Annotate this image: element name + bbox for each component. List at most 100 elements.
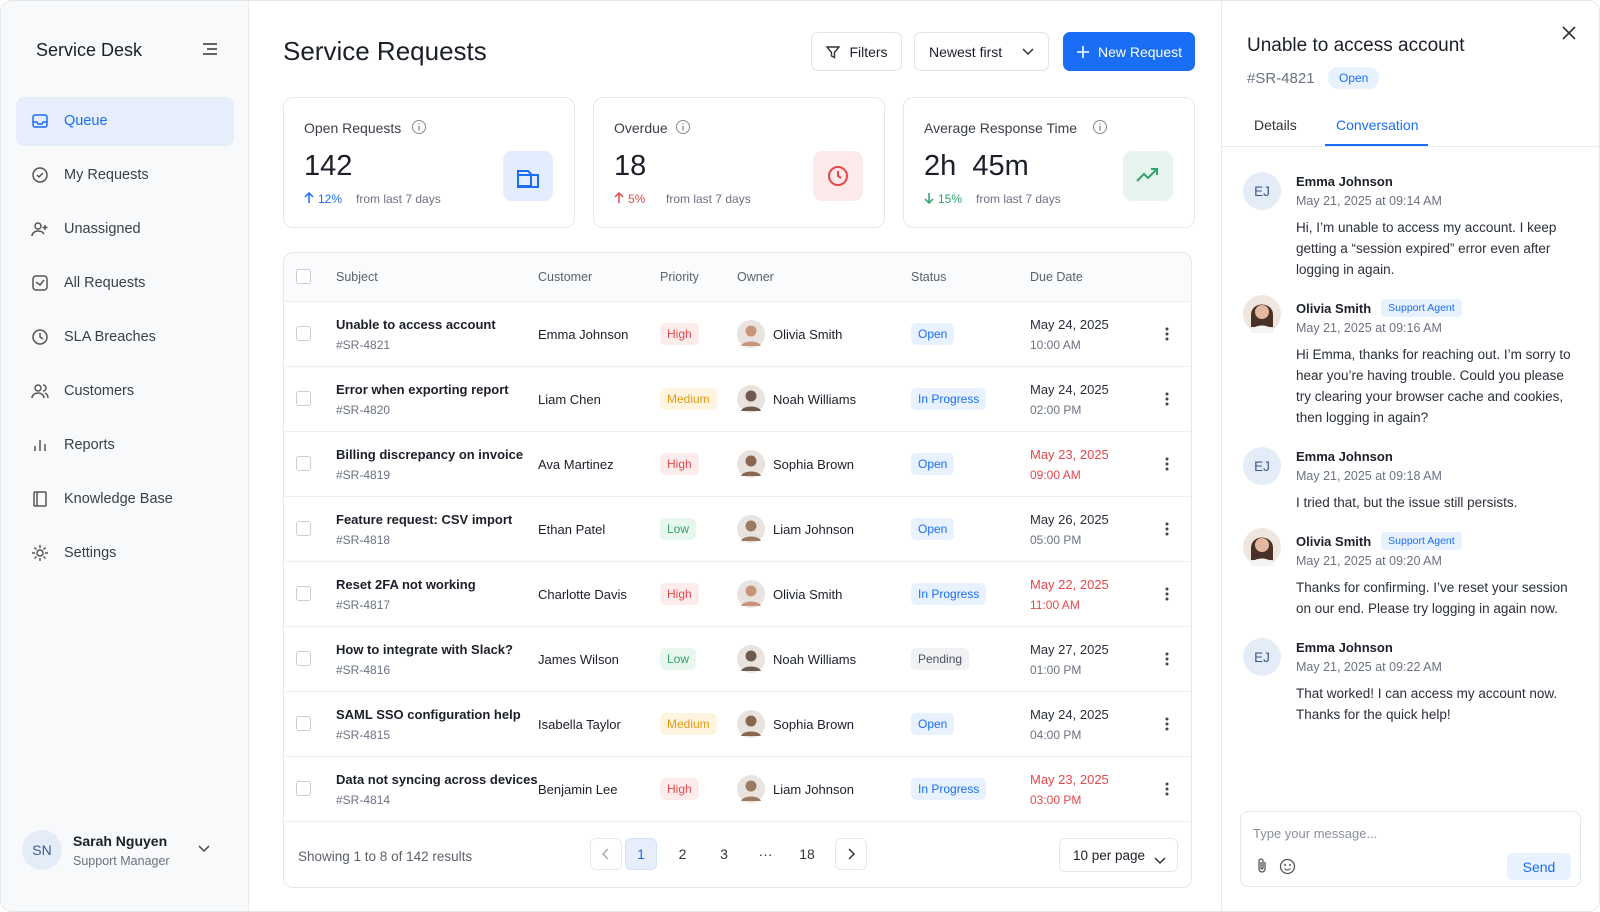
status-badge: Open	[911, 323, 955, 345]
due-date: May 24, 2025	[1030, 317, 1109, 332]
checkbox[interactable]	[296, 781, 311, 796]
owner: Sophia Brown	[773, 457, 854, 472]
page-title: Service Requests	[283, 36, 487, 66]
nav-item[interactable]: Knowledge Base	[16, 475, 234, 524]
per-page-select[interactable]: 10 per page	[1059, 838, 1178, 872]
nav-icon	[30, 219, 50, 244]
nav-item[interactable]: All Requests	[16, 259, 234, 308]
message-header: Olivia Smith Support Agent	[1296, 298, 1572, 317]
agent-badge: Support Agent	[1381, 299, 1462, 317]
checkbox[interactable]	[296, 651, 311, 666]
owner-avatar-svg	[737, 450, 765, 478]
chevron	[1022, 47, 1034, 55]
table-row: Reset 2FA not working #SR-4817 Charlotte D…	[284, 561, 1191, 626]
customer: Emma Johnson	[538, 327, 629, 342]
due-time: 01:00 PM	[1030, 663, 1082, 677]
due-date: May 26, 2025	[1030, 512, 1109, 527]
row-menu	[1164, 781, 1170, 802]
send-button[interactable]: Send	[1507, 853, 1571, 880]
per-page-label: 10 per page	[1073, 848, 1146, 863]
close-button[interactable]	[1561, 25, 1577, 41]
status-badge: In Progress	[911, 583, 987, 605]
page-button[interactable]: 3	[720, 846, 728, 862]
due-time: 04:00 PM	[1030, 728, 1082, 742]
sort-select[interactable]: Newest first	[914, 32, 1049, 71]
subject[interactable]: Data not syncing across devices	[336, 772, 538, 787]
composer: Type your message... Send	[1240, 811, 1581, 887]
change-arrow	[614, 191, 624, 209]
subject[interactable]: How to integrate with Slack?	[336, 642, 513, 657]
checkbox[interactable]	[296, 716, 311, 731]
priority-badge: Medium	[660, 388, 717, 410]
tab-conversation[interactable]: Conversation	[1336, 117, 1419, 133]
checkbox[interactable]	[296, 391, 311, 406]
subject[interactable]: Reset 2FA not working	[336, 577, 476, 592]
tab-details[interactable]: Details	[1254, 117, 1297, 133]
subject[interactable]: Unable to access account	[336, 317, 496, 332]
checkbox[interactable]	[296, 326, 311, 341]
page-button[interactable]: 2	[678, 846, 687, 862]
status-badge: Open	[911, 713, 955, 735]
user-menu[interactable]	[197, 844, 211, 854]
owner-avatar-svg	[737, 775, 765, 803]
row-menu	[1164, 521, 1170, 542]
request-id: #SR-4820	[336, 403, 391, 417]
nav-icon	[30, 381, 50, 406]
nav-icon	[30, 327, 50, 352]
row-menu-svg	[1165, 457, 1169, 471]
row-menu-svg	[1165, 392, 1169, 406]
nav-item[interactable]: Customers	[16, 367, 234, 416]
nav-item[interactable]: SLA Breaches	[16, 313, 234, 362]
pagination: Showing 1 to 8 of 142 results 1 2 3 ··· 18 10 …	[284, 821, 1191, 888]
nav-item[interactable]: Reports	[16, 421, 234, 470]
request-id: #SR-4815	[336, 728, 391, 742]
brand: Service Desk	[36, 40, 143, 60]
page-button[interactable]: 1	[625, 838, 657, 870]
messages: EJ Emma Johnson May 21, 2025 at 09:14 AM Hi…	[1222, 171, 1599, 743]
subject[interactable]: SAML SSO configuration help	[336, 707, 521, 722]
subject[interactable]: Error when exporting report	[336, 382, 509, 397]
message-input[interactable]: Type your message...	[1253, 826, 1378, 841]
nav-item[interactable]: Settings	[16, 529, 234, 578]
info-icon-svg	[676, 120, 691, 134]
message-header: Emma Johnson	[1296, 637, 1572, 655]
attach-icon[interactable]	[1254, 857, 1270, 875]
message-header: Olivia Smith Support Agent	[1296, 531, 1572, 550]
subject[interactable]: Feature request: CSV import	[336, 512, 513, 527]
request-id: #SR-4817	[336, 598, 391, 612]
owner-avatar	[737, 515, 765, 548]
stat-icon-svg	[517, 170, 539, 188]
stat-value: 142	[304, 150, 353, 182]
nav-item[interactable]: My Requests	[16, 151, 234, 200]
checkbox[interactable]	[296, 269, 311, 284]
stat-icon	[503, 151, 553, 201]
checkbox[interactable]	[296, 586, 311, 601]
page-button[interactable]: 18	[799, 846, 815, 862]
nav-item[interactable]: Unassigned	[16, 205, 234, 254]
nav-icon	[30, 111, 50, 136]
row-menu	[1164, 586, 1170, 607]
stat-icon	[813, 151, 863, 201]
page-button[interactable]: ···	[758, 846, 773, 862]
filters-button[interactable]: Filters	[811, 32, 902, 71]
nav-icon-svg	[33, 491, 47, 507]
row-menu-svg	[1165, 522, 1169, 536]
prev-page[interactable]	[590, 838, 622, 870]
nav-item[interactable]: Queue	[16, 97, 234, 146]
user-name: Sarah Nguyen	[73, 833, 168, 849]
checkbox[interactable]	[296, 456, 311, 471]
emoji-icon[interactable]	[1279, 858, 1296, 875]
message: Olivia Smith Support Agent May 21, 2025 at…	[1222, 528, 1599, 619]
change-arrow-svg	[304, 191, 314, 203]
new-request-button[interactable]: New Request	[1063, 32, 1195, 71]
nav-icon	[30, 435, 50, 460]
checkbox[interactable]	[296, 521, 311, 536]
next-page[interactable]	[834, 838, 867, 870]
due-date: May 22, 2025	[1030, 577, 1109, 592]
menu-toggle[interactable]	[201, 41, 219, 57]
change-arrow	[304, 191, 314, 209]
user-role: Support Manager	[73, 854, 170, 868]
subject[interactable]: Billing discrepancy on invoice	[336, 447, 524, 462]
